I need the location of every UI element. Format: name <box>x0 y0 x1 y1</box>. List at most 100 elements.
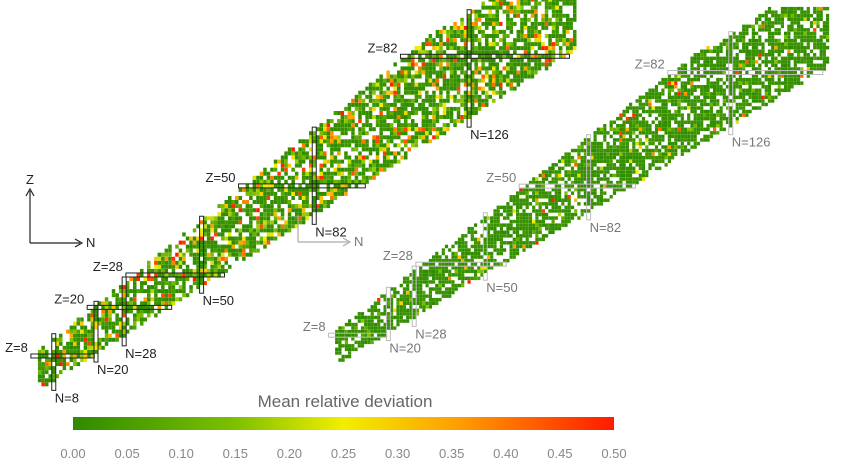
nuclide-cell <box>428 54 433 59</box>
nuclide-cell <box>492 90 496 95</box>
nuclide-cell <box>700 116 704 121</box>
nuclide-cell <box>397 123 401 128</box>
nuclide-cell <box>516 216 520 220</box>
nuclide-cell <box>599 170 604 174</box>
nuclide-cell <box>622 120 626 124</box>
nuclide-cell <box>716 131 720 135</box>
nuclide-cell <box>477 94 482 99</box>
nuclide-cell <box>224 236 228 241</box>
nuclide-cell <box>545 177 549 181</box>
nuclide-cell <box>316 187 320 192</box>
nuclide-cell <box>470 74 475 79</box>
nuclide-cell <box>206 256 211 261</box>
nuclide-cell <box>667 152 671 156</box>
nuclide-cell <box>428 70 433 75</box>
nuclide-cell <box>402 305 407 309</box>
nuclide-cell <box>259 187 264 192</box>
nuclide-cell <box>700 124 704 128</box>
nuclide-cell <box>513 62 517 67</box>
nuclide-cell <box>386 147 390 152</box>
nuclide-cell <box>658 159 662 163</box>
nuclide-cell <box>273 196 278 200</box>
nuclide-cell <box>175 244 179 249</box>
nuclide-cell <box>409 294 413 298</box>
nuclide-cell <box>432 38 436 43</box>
nuclide-cell <box>561 155 565 160</box>
nuclide-cell <box>249 236 253 241</box>
nuclide-cell <box>651 95 655 100</box>
nuclide-cell <box>758 38 762 43</box>
nuclide-cell <box>449 106 454 111</box>
nuclide-cell <box>442 123 447 128</box>
nuclide-cell <box>474 90 478 95</box>
nuclide-cell <box>397 127 401 132</box>
nuclide-cell <box>506 202 510 206</box>
nuclide-cell <box>535 184 539 188</box>
nuclide-cell <box>735 63 739 68</box>
nuclide-cell <box>441 290 445 295</box>
nuclide-cell <box>509 62 514 67</box>
nuclide-cell <box>404 143 408 148</box>
nuclide-cell <box>793 6 797 11</box>
nuclide-cell <box>284 196 288 200</box>
nuclide-cell <box>667 109 671 114</box>
nuclide-cell <box>330 127 334 132</box>
nuclide-cell <box>480 269 484 274</box>
nuclide-cell <box>393 106 397 111</box>
nuclide-cell <box>361 102 366 107</box>
nuclide-cell <box>284 200 288 204</box>
nuclide-cell <box>442 42 447 47</box>
nuclide-cell <box>809 67 814 71</box>
nuclide-cell <box>816 38 820 43</box>
nuclide-cell <box>449 70 454 75</box>
nuclide-cell <box>732 35 736 39</box>
nuclide-cell <box>280 163 285 168</box>
nuclide-cell <box>593 141 597 146</box>
nuclide-cell <box>291 167 295 172</box>
nuclide-cell <box>683 120 688 124</box>
nuclide-cell <box>683 95 688 100</box>
nuclide-cell <box>564 152 568 156</box>
nuclide-cell <box>481 98 485 103</box>
nuclide-cell <box>470 226 474 231</box>
nuclide-cell <box>645 92 649 96</box>
nuclide-cell <box>716 113 720 117</box>
nuclide-cell <box>654 148 659 153</box>
nuclide-cell <box>425 106 429 111</box>
nuclide-cell <box>76 337 81 342</box>
nuclide-cell <box>428 62 433 67</box>
nuclide-cell <box>729 74 733 78</box>
nuclide-cell <box>358 179 362 184</box>
nuclide-cell <box>252 175 257 180</box>
nuclide-cell <box>373 337 377 341</box>
nuclide-cell <box>535 230 539 234</box>
nuclide-cell <box>580 209 584 213</box>
nuclide-cell <box>771 70 775 75</box>
nuclide-cell <box>790 74 794 78</box>
nuclide-cell <box>806 6 810 11</box>
nuclide-cell <box>48 366 52 371</box>
nuclide-cell <box>45 362 49 367</box>
nuclide-cell <box>480 273 484 277</box>
nuclide-cell <box>454 266 458 270</box>
nuclide-cell <box>654 127 659 132</box>
nuclide-cell <box>284 187 288 192</box>
nuclide-cell <box>496 212 500 217</box>
nuclide-cell <box>129 325 133 330</box>
nuclide-cell <box>506 25 510 30</box>
nuclide-cell <box>467 230 471 234</box>
nuclide-cell <box>519 202 523 206</box>
nuclide-cell <box>125 309 130 314</box>
nuclide-cell <box>612 141 617 146</box>
nuclide-cell <box>603 170 607 174</box>
nuclide-cell <box>590 159 594 163</box>
nuclide-cell <box>101 317 105 322</box>
nuclide-cell <box>738 113 742 117</box>
nuclide-cell <box>696 127 700 132</box>
nuclide-cell <box>301 204 306 209</box>
nuclide-cell <box>745 42 749 46</box>
nuclide-cell <box>561 166 565 171</box>
nuclide-cell <box>523 9 528 14</box>
nuclide-cell <box>221 212 225 217</box>
nuclide-cell <box>625 152 629 156</box>
